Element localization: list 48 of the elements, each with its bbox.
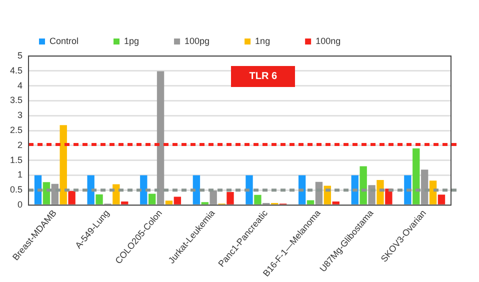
legend-label: 1pg: [124, 36, 140, 46]
bar: [34, 175, 42, 204]
bar: [148, 194, 156, 204]
bar: [385, 188, 392, 204]
bar: [112, 184, 120, 204]
y-tick-label: 0.5: [10, 184, 23, 195]
y-tick-label: 1: [17, 170, 23, 180]
bar: [51, 184, 59, 204]
label-box: TLR 6: [231, 66, 296, 87]
bar: [360, 166, 367, 204]
legend-label: 100ng: [316, 36, 341, 46]
y-tick-label: 5: [17, 50, 23, 60]
y-tick-label: 0: [17, 200, 23, 210]
bar: [60, 125, 67, 204]
bar: [376, 180, 384, 204]
legend-label: 100pg: [184, 36, 210, 46]
bar: [246, 175, 253, 204]
bar: [96, 194, 103, 204]
bar: [87, 175, 94, 204]
bar: [165, 200, 173, 204]
legend-label: Control: [50, 36, 79, 46]
bar: [210, 190, 217, 204]
y-tick-label: 2.5: [10, 125, 23, 136]
bar: [404, 175, 412, 204]
bar: [140, 175, 148, 204]
bar: [254, 194, 262, 204]
bar: [332, 201, 340, 204]
bar: [121, 201, 128, 204]
bar: [192, 175, 200, 204]
y-tick-label: 3.5: [10, 95, 23, 106]
bar: [412, 148, 420, 204]
bar: [429, 180, 437, 204]
y-tick-label: 4.5: [10, 65, 23, 76]
bar: [156, 71, 164, 204]
bar: [68, 191, 76, 204]
legend-label: 1ng: [255, 36, 270, 46]
bar: [226, 192, 234, 204]
bar: [421, 170, 428, 204]
y-tick-label: 3: [17, 110, 23, 120]
bar: [306, 200, 314, 204]
y-tick-label: 4: [17, 80, 23, 90]
bar: [351, 175, 358, 204]
bar: [42, 182, 50, 204]
bar: [298, 175, 306, 204]
bar: [438, 194, 446, 204]
y-tick-label: 1.5: [10, 154, 23, 165]
bar: [174, 196, 182, 204]
y-tick-label: 2: [17, 140, 23, 150]
